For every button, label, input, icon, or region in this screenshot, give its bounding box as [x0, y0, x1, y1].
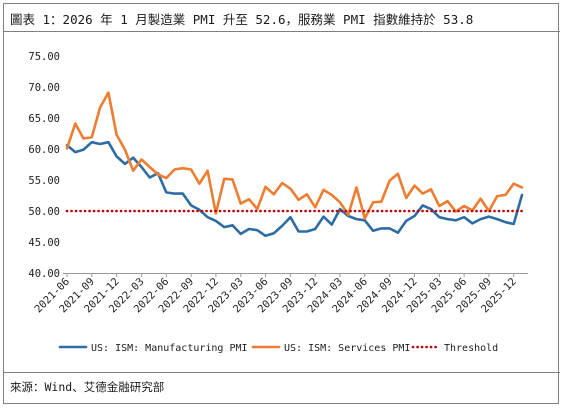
series-layer [65, 91, 524, 238]
legend-label-2: US: ISM: Services PMI [284, 343, 410, 354]
series-line-1 [65, 140, 524, 238]
figure-frame [3, 3, 559, 404]
y-tick-label: 50.00 [28, 206, 60, 218]
legend-label-1: US: ISM: Manufacturing PMI [91, 343, 248, 354]
y-tick-label: 65.00 [28, 113, 60, 125]
title-divider [4, 31, 560, 32]
y-tick-label: 55.00 [28, 175, 60, 187]
source-note: 來源：Wind、艾德金融研究部 [10, 380, 165, 394]
y-tick-label: 40.00 [28, 268, 60, 280]
y-tick-label: 45.00 [28, 237, 60, 249]
series-line-2 [65, 91, 524, 220]
legend: US: ISM: Manufacturing PMI US: ISM: Servi… [58, 343, 498, 354]
y-tick-label: 75.00 [28, 51, 60, 63]
y-tick-label: 60.00 [28, 144, 60, 156]
legend-label-3: Threshold [444, 343, 498, 354]
source-divider [4, 372, 560, 373]
chart-title: 圖表 1：2026 年 1 月製造業 PMI 升至 52.6，服務業 PMI 指… [10, 12, 474, 27]
y-tick-label: 70.00 [28, 82, 60, 94]
axis-layer: 40.00 45.00 50.00 55.00 60.00 65.00 70.00 75.00… [28, 51, 528, 315]
